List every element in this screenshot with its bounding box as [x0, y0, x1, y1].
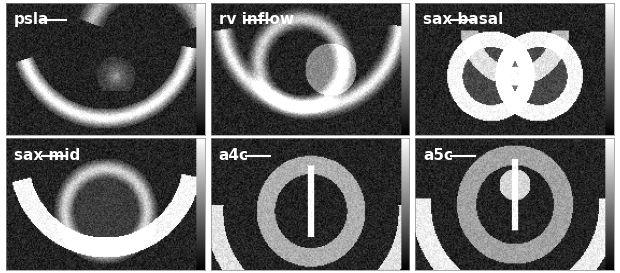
Text: psla: psla — [14, 12, 50, 27]
Text: sax basal: sax basal — [423, 12, 503, 27]
Text: a5c: a5c — [423, 148, 453, 163]
Text: rv inflow: rv inflow — [219, 12, 294, 27]
Text: a4c: a4c — [219, 148, 249, 163]
Text: sax mid: sax mid — [14, 148, 81, 163]
